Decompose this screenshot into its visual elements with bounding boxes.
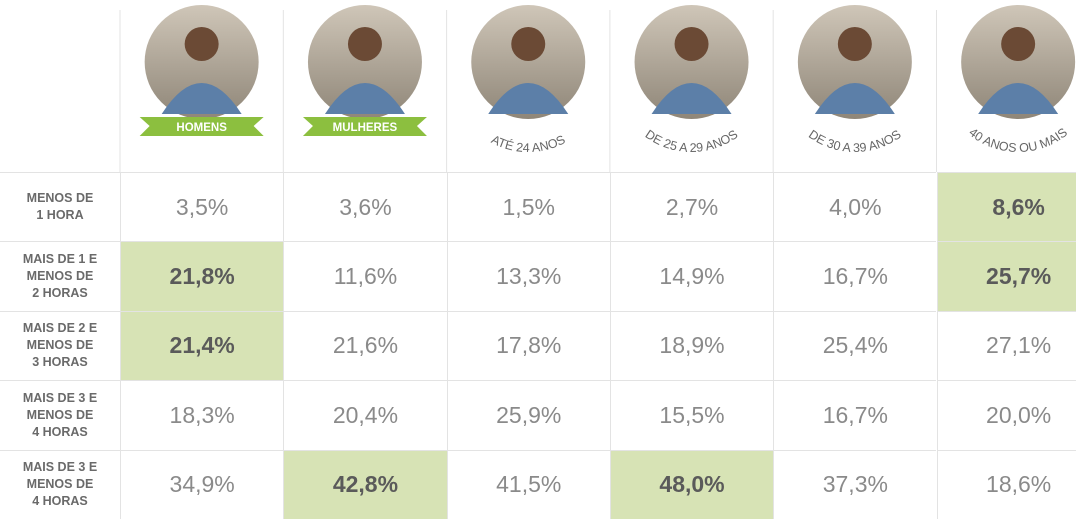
row-label-line: MENOS DE [27,268,94,285]
cell: 21,6% [283,311,446,380]
cell: 25,9% [447,380,610,449]
cell: 18,3% [120,380,283,449]
row-label-line: MAIS DE 2 E [23,320,97,337]
cell: 25,7% [937,241,1076,310]
cell: 15,5% [610,380,773,449]
row-label-line: MAIS DE 3 E [23,390,97,407]
cell: 48,0% [610,450,773,519]
cell: 42,8% [283,450,446,519]
row-label-line: MAIS DE 1 E [23,251,97,268]
cell: 20,4% [283,380,446,449]
table: MENOS DE1 HORA3,5%3,6%1,5%2,7%4,0%8,6%MA… [0,0,1076,519]
cell: 20,0% [937,380,1076,449]
page: HOMENSMULHERESATÉ 24 ANOSDE 25 A 29 ANOS… [0,0,1076,519]
cell: 41,5% [447,450,610,519]
row-label-line: 2 HORAS [32,285,88,302]
cell: 21,8% [120,241,283,310]
row-label-line: MENOS DE [27,190,94,207]
row-label-line: MENOS DE [27,407,94,424]
cell: 17,8% [447,311,610,380]
row-label-line: MAIS DE 3 E [23,459,97,476]
cell: 37,3% [773,450,936,519]
row-label-line: 1 HORA [36,207,83,224]
cell: 8,6% [937,172,1076,241]
cell: 2,7% [610,172,773,241]
cell: 21,4% [120,311,283,380]
cell: 27,1% [937,311,1076,380]
cell: 1,5% [447,172,610,241]
cell: 13,3% [447,241,610,310]
cell: 3,5% [120,172,283,241]
cell: 3,6% [283,172,446,241]
cell: 4,0% [773,172,936,241]
cell: 16,7% [773,380,936,449]
row-label-line: 4 HORAS [32,424,88,441]
row-label-line: 3 HORAS [32,354,88,371]
row-label-line: MENOS DE [27,476,94,493]
row-label-line: MENOS DE [27,337,94,354]
row-label-line: 4 HORAS [32,493,88,510]
cell: 14,9% [610,241,773,310]
cell: 11,6% [283,241,446,310]
cell: 16,7% [773,241,936,310]
cell: 18,9% [610,311,773,380]
cell: 18,6% [937,450,1076,519]
cell: 34,9% [120,450,283,519]
cell: 25,4% [773,311,936,380]
